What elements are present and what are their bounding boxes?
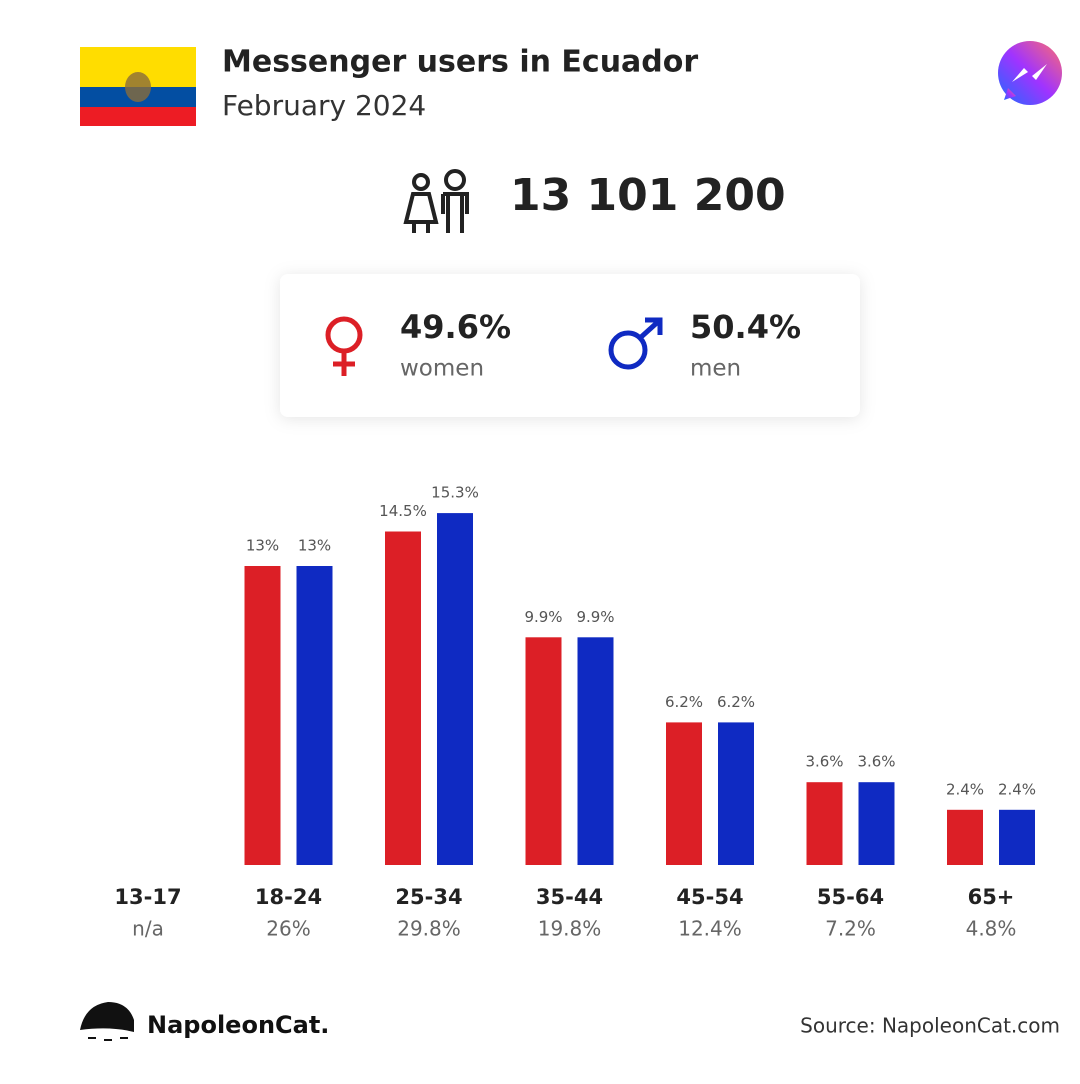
subtitle: February 2024 (222, 89, 426, 122)
category-label: 25-34 (395, 885, 462, 909)
value-label: 6.2% (717, 693, 755, 711)
title: Messenger users in Ecuador (222, 45, 698, 80)
bar (525, 637, 562, 865)
male-icon (608, 317, 663, 370)
category-total: 19.8% (538, 917, 602, 941)
category-label: 45-54 (676, 885, 743, 909)
bar (666, 722, 702, 865)
bar (244, 566, 281, 865)
value-label: 6.2% (665, 693, 703, 711)
bar (577, 637, 614, 865)
value-label: 15.3% (431, 484, 479, 502)
category-label: 55-64 (817, 885, 884, 909)
women-label: women (400, 356, 484, 382)
value-label: 2.4% (946, 780, 984, 798)
bar (858, 782, 895, 865)
bar (947, 809, 983, 865)
category-total: n/a (132, 917, 164, 941)
bar (437, 513, 473, 865)
female-icon (325, 316, 363, 376)
gender-card (280, 274, 860, 417)
men-label: men (690, 356, 741, 382)
category-total: 12.4% (678, 917, 742, 941)
people-icon (403, 169, 469, 233)
value-label: 14.5% (379, 502, 427, 520)
bar (718, 722, 754, 865)
category-label: 35-44 (536, 885, 603, 909)
messenger-logo (998, 41, 1062, 105)
value-label: 3.6% (805, 753, 843, 771)
bar (999, 809, 1035, 865)
bar (806, 782, 843, 865)
bar (385, 531, 421, 865)
category-total: 29.8% (397, 917, 461, 941)
value-label: 13% (246, 537, 279, 555)
brand: NapoleonCat. (147, 1011, 329, 1039)
value-label: 2.4% (998, 780, 1036, 798)
category-label: 13-17 (114, 885, 181, 909)
category-label: 65+ (968, 885, 1015, 909)
value-label: 9.9% (576, 608, 614, 626)
women-share: 49.6% (400, 308, 511, 346)
total-users: 13 101 200 (510, 170, 786, 221)
bar (296, 566, 333, 865)
value-label: 13% (298, 537, 331, 555)
category-total: 7.2% (825, 917, 876, 941)
category-total: 4.8% (966, 917, 1017, 941)
men-share: 50.4% (690, 308, 801, 346)
flag (80, 47, 196, 126)
value-label: 3.6% (857, 753, 895, 771)
napoleoncat-logo (80, 1002, 134, 1041)
value-label: 9.9% (524, 608, 562, 626)
source: Source: NapoleonCat.com (800, 1014, 1060, 1038)
category-label: 18-24 (255, 885, 322, 909)
category-total: 26% (266, 917, 310, 941)
